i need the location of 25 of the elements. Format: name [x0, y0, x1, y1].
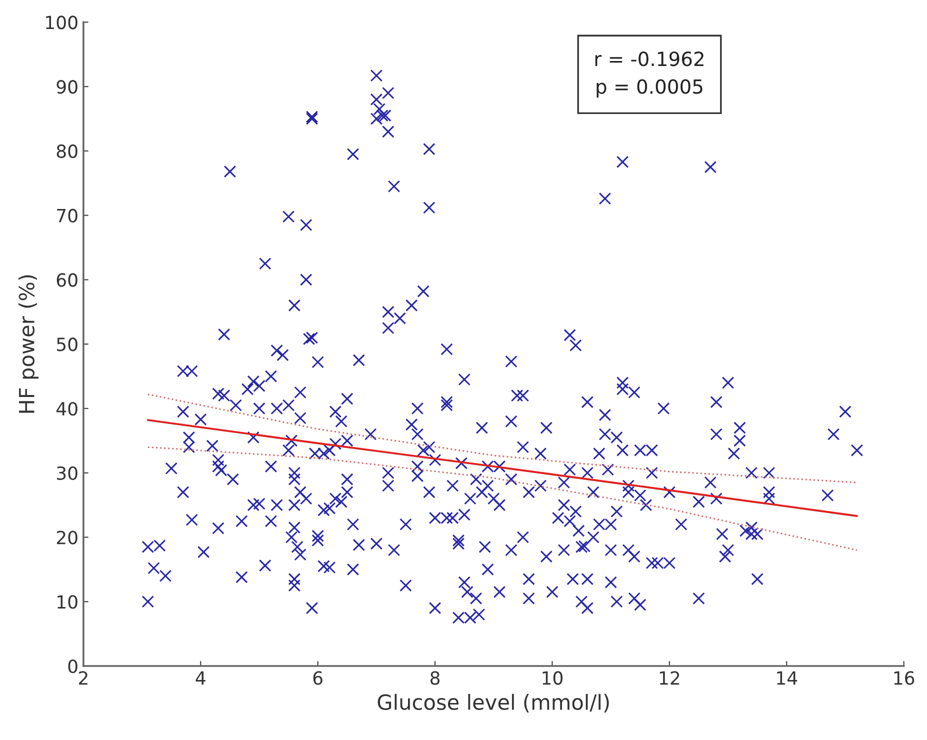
y-tick-label: 30	[56, 466, 78, 480]
x-tick-label: 14	[777, 671, 798, 685]
line-series	[146, 419, 858, 517]
x-tick-label: 6	[313, 671, 322, 685]
x-tick-label: 8	[430, 671, 440, 685]
y-tick-label: 60	[56, 273, 78, 287]
x-tick-label: 16	[894, 671, 914, 685]
y-tick-label: 10	[58, 595, 78, 609]
annotation: r = -0.1962 p = 0.0005	[595, 52, 704, 98]
y-tick-label: 20	[56, 530, 78, 544]
y-tick-label: 50	[56, 338, 78, 352]
y-axis-title: HF power (%)	[18, 275, 39, 413]
line-series	[147, 394, 858, 484]
y-tick-label: 70	[57, 208, 78, 222]
line-series	[147, 446, 858, 551]
x-tick-label: 10	[542, 671, 563, 685]
x-tick-label: 12	[660, 671, 680, 685]
y-tick-label: 100	[46, 16, 78, 30]
y-tick-label: 40	[56, 402, 78, 416]
x-tick-label: 2	[79, 671, 88, 685]
y-tick-label: 80	[56, 144, 78, 158]
x-axis-title: Glucose level (mmol/l)	[378, 694, 609, 712]
x-tick-label: 4	[196, 671, 206, 685]
y-tick-label: 90	[56, 80, 78, 94]
y-tick-label: 0	[68, 659, 78, 674]
